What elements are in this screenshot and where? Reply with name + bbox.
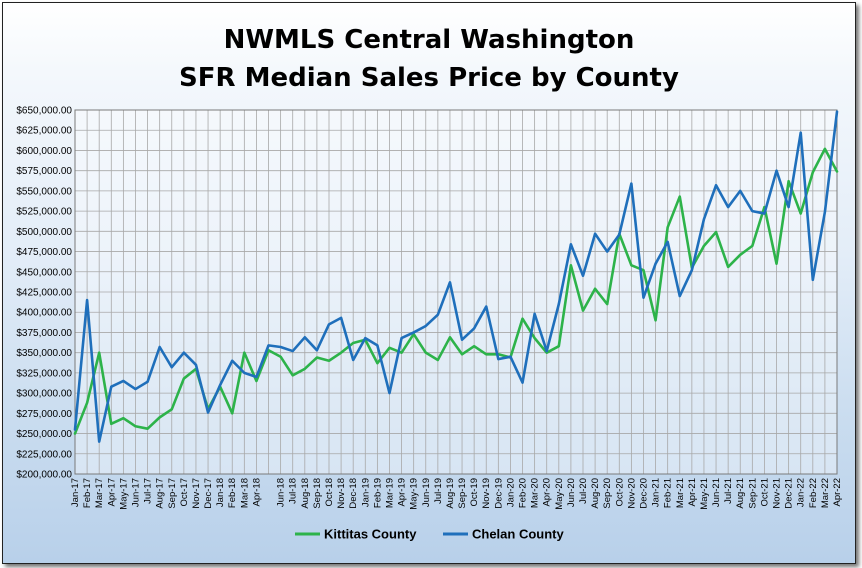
x-tick-label: May-17	[118, 478, 129, 510]
x-tick-label: Jul-19	[433, 478, 444, 504]
x-tick-label: Mar-19	[384, 478, 395, 508]
y-tick-label: $550,000.00	[16, 186, 72, 197]
x-tick-label: Feb-17	[82, 478, 93, 508]
x-tick-label: Feb-21	[663, 478, 674, 508]
x-axis: Jan-17 Feb-17 Mar-17 Apr-17 May-17 Jun-17 Jul-…	[70, 478, 843, 510]
x-tick-label: Jun-18	[276, 478, 287, 507]
y-tick-label: $450,000.00	[16, 267, 72, 278]
legend-label-kittitas: Kittitas County	[324, 527, 417, 542]
y-tick-label: $325,000.00	[16, 368, 72, 379]
x-tick-label: Sep-19	[457, 478, 468, 509]
x-tick-label: Mar-22	[820, 478, 831, 508]
x-tick-label: Sep-21	[747, 478, 758, 509]
y-tick-label: $350,000.00	[16, 348, 72, 359]
x-tick-label: Jan-20	[505, 478, 516, 507]
x-tick-label: Mar-20	[530, 478, 541, 508]
y-tick-label: $200,000.00	[16, 470, 72, 481]
x-tick-label: Jul-18	[288, 478, 299, 504]
x-tick-label: Apr-18	[251, 478, 262, 507]
x-tick-label: May-20	[554, 478, 565, 510]
x-tick-label: Dec-20	[638, 478, 649, 509]
y-tick-label: $525,000.00	[16, 207, 72, 218]
series-lines	[73, 110, 839, 443]
x-tick-label: Jun-19	[421, 478, 432, 507]
x-tick-label: Dec-21	[784, 478, 795, 509]
y-tick-label: $225,000.00	[16, 449, 72, 460]
x-tick-label: Dec-19	[493, 478, 504, 509]
x-tick-label: Apr-22	[832, 478, 843, 507]
x-tick-label: Jun-21	[711, 478, 722, 507]
x-tick-label: Jul-21	[723, 478, 734, 504]
x-tick-label: Jan-21	[651, 478, 662, 507]
x-tick-label: Jan-19	[360, 478, 371, 507]
x-tick-label: Nov-20	[626, 478, 637, 509]
x-tick-label: Aug-20	[590, 478, 601, 509]
x-tick-label: May-19	[409, 478, 420, 510]
x-tick-label: Mar-21	[675, 478, 686, 508]
x-tick-label: Jan-18	[215, 478, 226, 507]
x-tick-label: Apr-19	[397, 478, 408, 507]
y-tick-label: $250,000.00	[16, 429, 72, 440]
plot-border	[74, 109, 838, 475]
x-tick-label: Nov-21	[772, 478, 783, 509]
series-line-chelan	[73, 110, 839, 443]
y-tick-label: $300,000.00	[16, 389, 72, 400]
x-tick-label: Nov-19	[481, 478, 492, 509]
x-tick-label: Jul-20	[578, 478, 589, 504]
x-tick-label: Jan-17	[70, 478, 81, 507]
x-tick-label: Sep-18	[312, 478, 323, 509]
legend-label-chelan: Chelan County	[472, 527, 564, 542]
x-tick-label: Jan-22	[796, 478, 807, 507]
y-tick-label: $625,000.00	[16, 126, 72, 137]
x-tick-label: Oct-19	[469, 478, 480, 507]
y-tick-label: $425,000.00	[16, 288, 72, 299]
y-tick-label: $275,000.00	[16, 409, 72, 420]
y-tick-label: $600,000.00	[16, 146, 72, 157]
x-tick-label: Oct-20	[614, 478, 625, 507]
x-tick-label: Jun-20	[566, 478, 577, 507]
y-axis: $200,000.00 $225,000.00 $250,000.00 $275,00…	[16, 106, 72, 481]
x-tick-label: Feb-18	[227, 478, 238, 508]
x-tick-label: Oct-17	[179, 478, 190, 507]
y-tick-label: $475,000.00	[16, 247, 72, 258]
x-tick-label: Oct-18	[324, 478, 335, 507]
x-tick-label: Apr-20	[542, 478, 553, 507]
chart-title-line-2: SFR Median Sales Price by County	[179, 63, 679, 93]
x-tick-label: May-21	[699, 478, 710, 510]
x-tick-label: Feb-20	[518, 478, 529, 508]
x-tick-label: Aug-21	[735, 478, 746, 509]
x-tick-label: Nov-18	[336, 478, 347, 509]
x-tick-label: Sep-20	[602, 478, 613, 509]
x-tick-label: Jun-17	[130, 478, 141, 507]
y-tick-label: $575,000.00	[16, 166, 72, 177]
y-tick-label: $650,000.00	[16, 106, 72, 117]
x-tick-label: Apr-17	[106, 478, 117, 507]
gridlines	[74, 109, 838, 475]
x-tick-label: Feb-19	[372, 478, 383, 508]
legend: Kittitas County Chelan County	[295, 527, 564, 542]
chart-title-line-1: NWMLS Central Washington	[224, 25, 635, 55]
x-tick-label: Dec-18	[348, 478, 359, 509]
x-tick-label: Mar-18	[239, 478, 250, 508]
x-tick-label: Mar-17	[94, 478, 105, 508]
x-tick-label: Feb-22	[808, 478, 819, 508]
x-tick-label: Nov-17	[191, 478, 202, 509]
x-tick-label: Dec-17	[203, 478, 214, 509]
x-tick-label: Oct-21	[759, 478, 770, 507]
x-tick-label: Aug-19	[445, 478, 456, 509]
x-tick-label: Aug-17	[155, 478, 166, 509]
line-chart: NWMLS Central Washington SFR Median Sale…	[16, 25, 843, 542]
y-tick-label: $375,000.00	[16, 328, 72, 339]
x-tick-label: Aug-18	[300, 478, 311, 509]
x-tick-label: Jul-17	[143, 478, 154, 504]
x-tick-label: Apr-21	[687, 478, 698, 507]
y-tick-label: $500,000.00	[16, 227, 72, 238]
y-tick-label: $400,000.00	[16, 308, 72, 319]
x-tick-label: Sep-17	[167, 478, 178, 509]
